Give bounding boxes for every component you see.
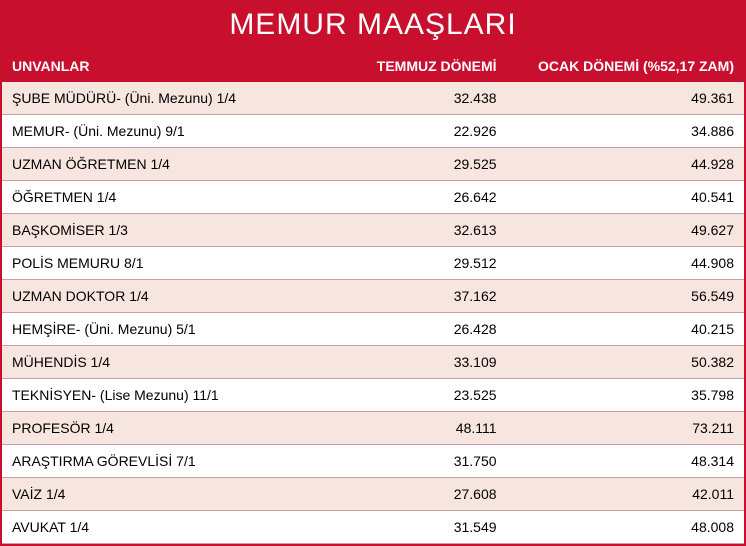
cell-temmuz: 29.525 xyxy=(314,148,507,181)
salary-table: UNVANLAR TEMMUZ DÖNEMİ OCAK DÖNEMİ (%52,… xyxy=(2,50,744,544)
cell-ocak: 48.008 xyxy=(507,511,744,544)
table-row: ŞUBE MÜDÜRÜ- (Üni. Mezunu) 1/432.43849.3… xyxy=(2,82,744,115)
cell-title: BAŞKOMİSER 1/3 xyxy=(2,214,314,247)
cell-title: UZMAN DOKTOR 1/4 xyxy=(2,280,314,313)
cell-title: PROFESÖR 1/4 xyxy=(2,412,314,445)
table-row: UZMAN ÖĞRETMEN 1/429.52544.928 xyxy=(2,148,744,181)
table-row: PROFESÖR 1/448.11173.211 xyxy=(2,412,744,445)
table-row: TEKNİSYEN- (Lise Mezunu) 11/123.52535.79… xyxy=(2,379,744,412)
col-header-titles: UNVANLAR xyxy=(2,50,314,82)
table-row: HEMŞİRE- (Üni. Mezunu) 5/126.42840.215 xyxy=(2,313,744,346)
cell-temmuz: 37.162 xyxy=(314,280,507,313)
table-row: MEMUR- (Üni. Mezunu) 9/122.92634.886 xyxy=(2,115,744,148)
cell-ocak: 73.211 xyxy=(507,412,744,445)
cell-title: UZMAN ÖĞRETMEN 1/4 xyxy=(2,148,314,181)
cell-title: ARAŞTIRMA GÖREVLİSİ 7/1 xyxy=(2,445,314,478)
table-body: ŞUBE MÜDÜRÜ- (Üni. Mezunu) 1/432.43849.3… xyxy=(2,82,744,544)
cell-ocak: 50.382 xyxy=(507,346,744,379)
cell-title: TEKNİSYEN- (Lise Mezunu) 11/1 xyxy=(2,379,314,412)
table-header-row: UNVANLAR TEMMUZ DÖNEMİ OCAK DÖNEMİ (%52,… xyxy=(2,50,744,82)
cell-title: MEMUR- (Üni. Mezunu) 9/1 xyxy=(2,115,314,148)
cell-title: ÖĞRETMEN 1/4 xyxy=(2,181,314,214)
table-row: BAŞKOMİSER 1/332.61349.627 xyxy=(2,214,744,247)
cell-ocak: 56.549 xyxy=(507,280,744,313)
col-header-ocak: OCAK DÖNEMİ (%52,17 ZAM) xyxy=(507,50,744,82)
cell-ocak: 44.908 xyxy=(507,247,744,280)
cell-temmuz: 32.613 xyxy=(314,214,507,247)
cell-temmuz: 29.512 xyxy=(314,247,507,280)
cell-ocak: 34.886 xyxy=(507,115,744,148)
table-row: POLİS MEMURU 8/129.51244.908 xyxy=(2,247,744,280)
cell-temmuz: 27.608 xyxy=(314,478,507,511)
table-row: VAİZ 1/427.60842.011 xyxy=(2,478,744,511)
cell-temmuz: 32.438 xyxy=(314,82,507,115)
page-title: MEMUR MAAŞLARI xyxy=(2,2,744,50)
cell-ocak: 44.928 xyxy=(507,148,744,181)
cell-title: VAİZ 1/4 xyxy=(2,478,314,511)
cell-temmuz: 23.525 xyxy=(314,379,507,412)
cell-ocak: 35.798 xyxy=(507,379,744,412)
cell-title: POLİS MEMURU 8/1 xyxy=(2,247,314,280)
table-row: AVUKAT 1/431.54948.008 xyxy=(2,511,744,544)
table-row: UZMAN DOKTOR 1/437.16256.549 xyxy=(2,280,744,313)
cell-title: MÜHENDİS 1/4 xyxy=(2,346,314,379)
cell-ocak: 40.541 xyxy=(507,181,744,214)
cell-temmuz: 26.428 xyxy=(314,313,507,346)
cell-temmuz: 22.926 xyxy=(314,115,507,148)
cell-temmuz: 31.549 xyxy=(314,511,507,544)
cell-ocak: 49.627 xyxy=(507,214,744,247)
table-row: ÖĞRETMEN 1/426.64240.541 xyxy=(2,181,744,214)
cell-temmuz: 48.111 xyxy=(314,412,507,445)
cell-ocak: 48.314 xyxy=(507,445,744,478)
cell-temmuz: 33.109 xyxy=(314,346,507,379)
cell-title: ŞUBE MÜDÜRÜ- (Üni. Mezunu) 1/4 xyxy=(2,82,314,115)
cell-ocak: 49.361 xyxy=(507,82,744,115)
cell-temmuz: 31.750 xyxy=(314,445,507,478)
table-row: ARAŞTIRMA GÖREVLİSİ 7/131.75048.314 xyxy=(2,445,744,478)
cell-ocak: 42.011 xyxy=(507,478,744,511)
cell-title: HEMŞİRE- (Üni. Mezunu) 5/1 xyxy=(2,313,314,346)
salary-table-container: MEMUR MAAŞLARI UNVANLAR TEMMUZ DÖNEMİ OC… xyxy=(0,0,746,546)
table-row: MÜHENDİS 1/433.10950.382 xyxy=(2,346,744,379)
cell-title: AVUKAT 1/4 xyxy=(2,511,314,544)
col-header-temmuz: TEMMUZ DÖNEMİ xyxy=(314,50,507,82)
cell-ocak: 40.215 xyxy=(507,313,744,346)
cell-temmuz: 26.642 xyxy=(314,181,507,214)
